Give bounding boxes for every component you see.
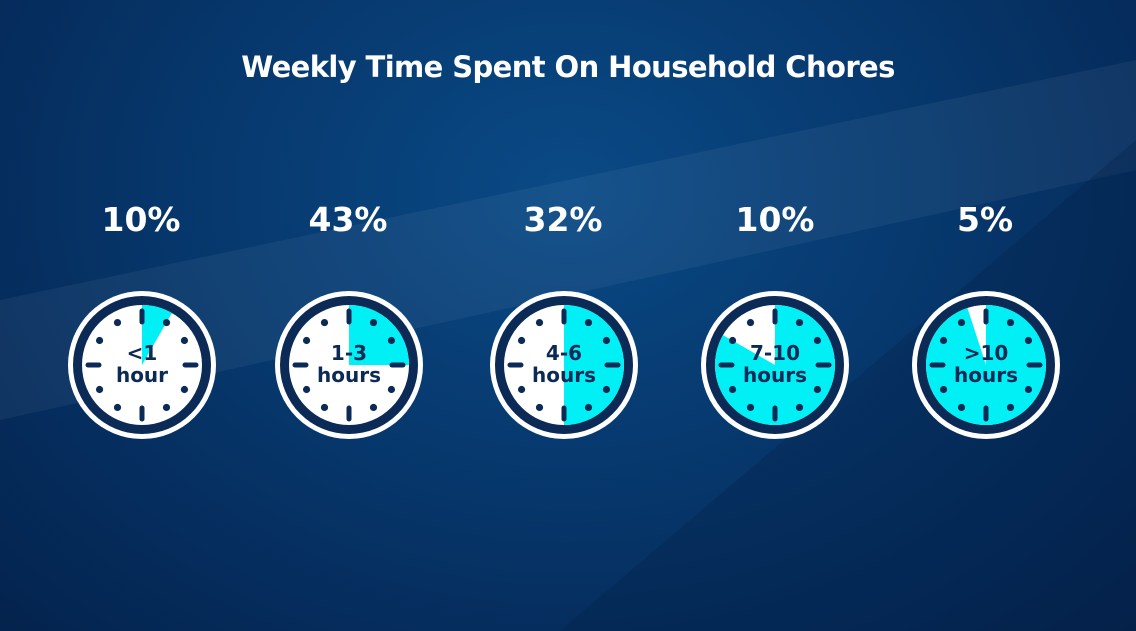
clock-face bbox=[701, 291, 849, 439]
clock-minute-dot bbox=[517, 336, 526, 345]
clock-label-top: 4-6 bbox=[545, 341, 583, 365]
clock-minute-dot bbox=[602, 385, 611, 394]
clock-minute-dot bbox=[162, 403, 171, 412]
clock-label-bottom: hours bbox=[532, 363, 596, 387]
value-label-7-10-hours: 10% bbox=[735, 200, 815, 239]
clock-over-10-hours: >10 hours bbox=[911, 290, 1061, 440]
clock-minute-dot bbox=[535, 403, 544, 412]
clock-minute-dot bbox=[746, 318, 755, 327]
clock-minute-dot bbox=[369, 403, 378, 412]
clock-minute-dot bbox=[584, 403, 593, 412]
clock-label-top: 7-10 bbox=[749, 341, 801, 365]
clock-4-6-hours: 4-6 hours bbox=[489, 290, 639, 440]
clock-minute-dot bbox=[387, 336, 396, 345]
clock-label-bottom: hours bbox=[317, 363, 381, 387]
clock-label-bottom: hour bbox=[115, 363, 169, 387]
clock-label-top: 1-3 bbox=[330, 341, 368, 365]
clock-minute-dot bbox=[95, 336, 104, 345]
clock-minute-dot bbox=[517, 385, 526, 394]
clock-minute-dot bbox=[602, 336, 611, 345]
clock-minute-dot bbox=[320, 403, 329, 412]
clock-minute-dot bbox=[957, 403, 966, 412]
clock-label-bottom: hours bbox=[954, 363, 1018, 387]
clock-minute-dot bbox=[746, 403, 755, 412]
clock-under-1-hour: <1 hour bbox=[67, 290, 217, 440]
clock-1-3-hours: 1-3 hours bbox=[274, 290, 424, 440]
value-label-over-10-hours: 5% bbox=[956, 200, 1014, 239]
value-label-under-1-hour: 10% bbox=[101, 200, 181, 239]
clock-minute-dot bbox=[1006, 403, 1015, 412]
clock-label-bottom: hours bbox=[743, 363, 807, 387]
clock-face bbox=[275, 291, 423, 439]
clock-fill-wedge bbox=[564, 305, 624, 425]
clock-minute-dot bbox=[813, 385, 822, 394]
clock-minute-dot bbox=[113, 403, 122, 412]
clock-minute-dot bbox=[95, 385, 104, 394]
clock-minute-dot bbox=[320, 318, 329, 327]
clock-minute-dot bbox=[957, 318, 966, 327]
clock-7-10-hours: 7-10 hours bbox=[700, 290, 850, 440]
clock-minute-dot bbox=[795, 403, 804, 412]
clock-minute-dot bbox=[387, 385, 396, 394]
chart-title: Weekly Time Spent On Household Chores bbox=[241, 50, 895, 84]
clock-minute-dot bbox=[180, 336, 189, 345]
clock-fill-wedge bbox=[926, 305, 1047, 425]
clock-minute-dot bbox=[795, 318, 804, 327]
clock-fill-wedge bbox=[349, 305, 409, 365]
clock-minute-dot bbox=[180, 385, 189, 394]
clock-minute-dot bbox=[813, 336, 822, 345]
clock-minute-dot bbox=[162, 318, 171, 327]
value-label-1-3-hours: 43% bbox=[308, 200, 388, 239]
clock-minute-dot bbox=[113, 318, 122, 327]
clock-minute-dot bbox=[939, 336, 948, 345]
clock-minute-dot bbox=[1006, 318, 1015, 327]
clock-minute-dot bbox=[728, 336, 737, 345]
clock-face bbox=[68, 291, 216, 439]
clock-face bbox=[490, 291, 638, 439]
clock-minute-dot bbox=[1024, 336, 1033, 345]
clock-minute-dot bbox=[1024, 385, 1033, 394]
clock-minute-dot bbox=[535, 318, 544, 327]
clock-minute-dot bbox=[728, 385, 737, 394]
clock-label-top: >10 bbox=[963, 341, 1009, 365]
clock-minute-dot bbox=[584, 318, 593, 327]
clock-minute-dot bbox=[939, 385, 948, 394]
clock-minute-dot bbox=[369, 318, 378, 327]
clock-minute-dot bbox=[302, 336, 311, 345]
clock-face bbox=[912, 291, 1060, 439]
clock-minute-dot bbox=[302, 385, 311, 394]
value-label-4-6-hours: 32% bbox=[523, 200, 603, 239]
clock-fill-wedge bbox=[715, 305, 836, 425]
clock-label-top: <1 bbox=[126, 341, 158, 365]
